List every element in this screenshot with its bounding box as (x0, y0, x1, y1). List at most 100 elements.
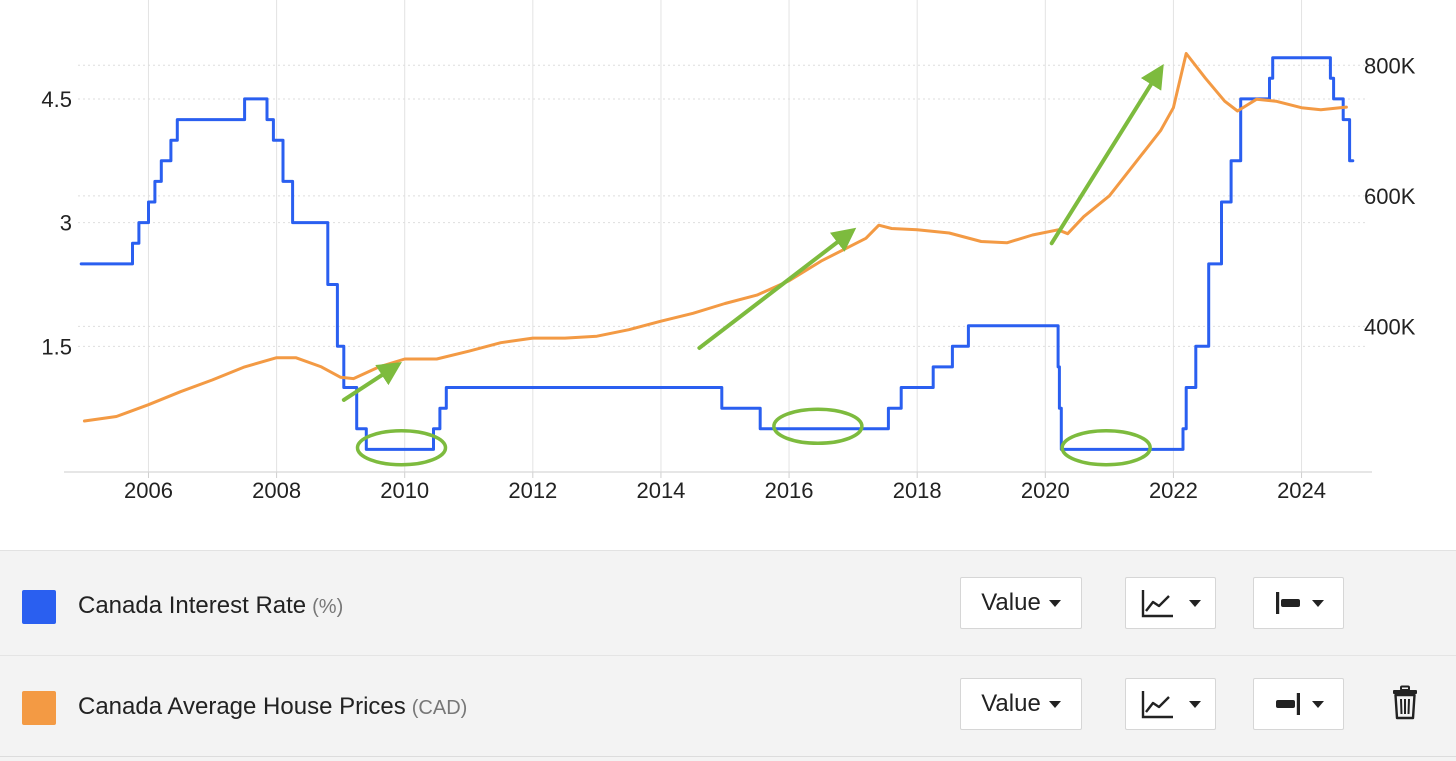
data-point (1319, 108, 1323, 112)
highlight-circle (355, 428, 448, 467)
data-point (1030, 233, 1034, 237)
axis-layer: 2006 2008 2010 2012 2014 2016 2018 2020 2022 2024… (41, 53, 1415, 503)
data-point (755, 293, 759, 297)
data-point (1239, 97, 1243, 101)
axis-dropdown-button[interactable] (1253, 678, 1344, 730)
data-point (297, 221, 301, 225)
value-dropdown-label: Value (981, 690, 1041, 717)
delete-series-button[interactable] (1390, 685, 1420, 721)
data-point (1066, 232, 1070, 236)
data-point (1133, 161, 1137, 165)
line-chart-icon (1141, 590, 1173, 618)
x-tick-label: 2024 (1277, 478, 1326, 503)
value-dropdown-label: Value (981, 589, 1041, 616)
x-tick-label: 2016 (765, 478, 814, 503)
y-right-tick-label: 800K (1364, 53, 1416, 78)
legend-divider (0, 655, 1456, 656)
highlight-circle (1060, 428, 1152, 467)
data-point (1268, 76, 1272, 80)
data-point (326, 282, 330, 286)
data-point (947, 231, 951, 235)
x-tick-label: 2022 (1149, 478, 1198, 503)
highlight-circle (772, 407, 864, 446)
legend-panel: Canada Interest Rate (%) Value Canada Ave… (0, 550, 1456, 761)
data-point (403, 357, 407, 361)
data-point (435, 357, 439, 361)
axis-dropdown-button[interactable] (1253, 577, 1344, 629)
data-point (153, 179, 157, 183)
legend-row-interest-rate: Canada Interest Rate (%) Value (0, 556, 1456, 656)
data-point (1351, 159, 1355, 163)
caret-down-icon (1311, 700, 1324, 708)
series-color-swatch[interactable] (22, 590, 56, 624)
trend-arrow (697, 227, 857, 350)
y-left-tick-label: 3 (60, 211, 72, 236)
data-point (1107, 194, 1111, 198)
data-point (1300, 106, 1304, 110)
data-point (1223, 99, 1227, 103)
data-point (1203, 76, 1207, 80)
data-point (890, 406, 894, 410)
series-unit-label: (%) (312, 596, 344, 618)
data-point (1181, 427, 1185, 431)
data-point (1216, 262, 1220, 266)
data-point (1335, 97, 1339, 101)
legend-row-house-prices: Canada Average House Prices (CAD) Value (0, 657, 1456, 757)
series-color-swatch[interactable] (22, 691, 56, 725)
data-point (899, 386, 903, 390)
legend-bottom-border (0, 756, 1456, 757)
caret-down-icon (1188, 599, 1201, 607)
data-point (1159, 129, 1163, 133)
data-point (966, 324, 970, 328)
data-point (1235, 109, 1239, 113)
x-tick-label: 2018 (893, 478, 942, 503)
data-point (438, 406, 442, 410)
y-right-tick-label: 400K (1364, 314, 1416, 339)
data-point (146, 200, 150, 204)
data-point (243, 97, 247, 101)
data-point (890, 226, 894, 230)
annotation-layer (341, 64, 1164, 467)
data-point (1005, 241, 1009, 245)
data-point (291, 221, 295, 225)
chart-type-dropdown-button[interactable] (1125, 678, 1216, 730)
y-right-tick-label: 600K (1364, 184, 1416, 209)
data-point (130, 241, 134, 245)
value-dropdown-button[interactable]: Value (960, 678, 1082, 730)
data-point (931, 365, 935, 369)
house-price-line (82, 52, 1348, 423)
data-point (169, 138, 173, 142)
x-tick-label: 2006 (124, 478, 173, 503)
data-point (563, 336, 567, 340)
x-tick-label: 2010 (380, 478, 429, 503)
series-name-label[interactable]: Canada Average House Prices (CAD) (78, 693, 467, 721)
data-point (339, 375, 343, 379)
data-point (451, 386, 455, 390)
x-tick-label: 2020 (1021, 478, 1070, 503)
data-point (175, 118, 179, 122)
chart-type-dropdown-button[interactable] (1125, 577, 1216, 629)
data-point (82, 419, 86, 423)
series-name-label[interactable]: Canada Interest Rate (%) (78, 592, 343, 620)
grid-layer (78, 0, 1366, 472)
data-point (499, 341, 503, 345)
data-point (351, 377, 355, 381)
data-point (1344, 105, 1348, 109)
data-point (137, 221, 141, 225)
caret-down-icon (1048, 700, 1061, 708)
interest-rate-line (79, 56, 1355, 451)
x-tick-label: 2014 (636, 478, 685, 503)
data-point (1229, 159, 1233, 163)
data-point (319, 365, 323, 369)
y-left-tick-label: 4.5 (41, 87, 72, 112)
data-point (342, 386, 346, 390)
value-dropdown-button[interactable]: Value (960, 577, 1082, 629)
data-point (358, 427, 362, 431)
data-point (178, 390, 182, 394)
right-axis-icon (1275, 693, 1300, 715)
data-point (758, 427, 762, 431)
data-point (950, 344, 954, 348)
data-point (146, 403, 150, 407)
data-point (346, 386, 350, 390)
y-left-tick-label: 1.5 (41, 334, 72, 359)
